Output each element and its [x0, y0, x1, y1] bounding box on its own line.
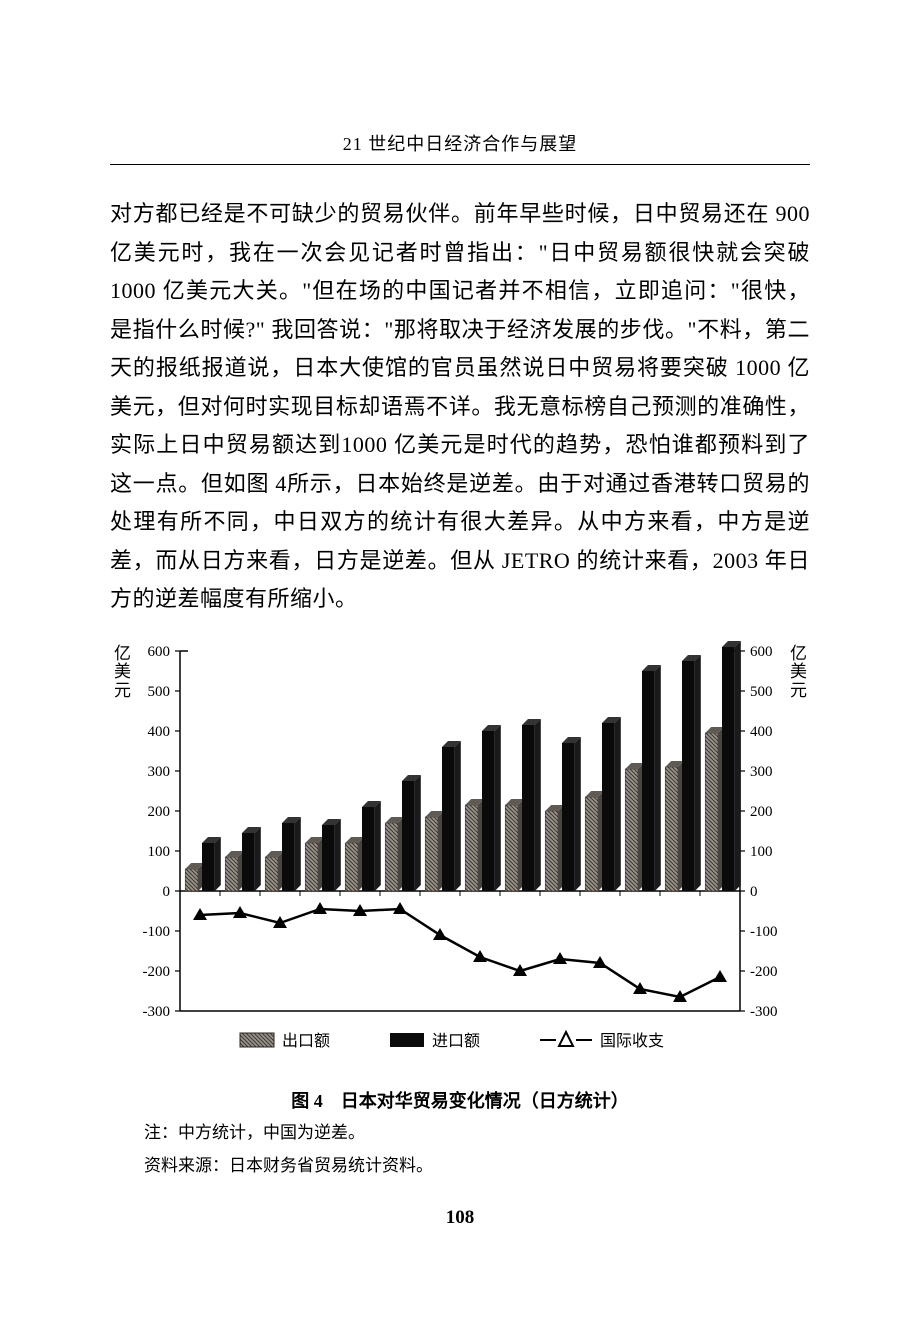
svg-text:500: 500 [750, 684, 773, 700]
svg-text:500: 500 [148, 684, 171, 700]
running-head: 21 世纪中日经济合作与展望 [110, 130, 810, 165]
y-axis-left-label: 亿美元 [114, 645, 132, 701]
svg-text:0: 0 [750, 884, 758, 900]
svg-text:400: 400 [750, 724, 773, 740]
svg-text:出口额: 出口额 [282, 1032, 330, 1050]
svg-text:-100: -100 [750, 924, 778, 940]
svg-text:-100: -100 [143, 924, 171, 940]
chart-svg: 600 600 500 500 400 400 300 300 200 200 100 100 0 0 -1… [110, 641, 810, 1071]
svg-text:国际收支: 国际收支 [600, 1032, 664, 1050]
svg-text:-300: -300 [750, 1004, 778, 1020]
svg-text:300: 300 [750, 764, 773, 780]
y-axis-right-label: 亿美元 [790, 645, 808, 701]
svg-text:-200: -200 [750, 964, 778, 980]
svg-text:600: 600 [148, 644, 171, 660]
figure-caption: 图 4 日本对华贸易变化情况（日方统计） [110, 1087, 810, 1113]
svg-text:300: 300 [148, 764, 171, 780]
body-paragraph: 对方都已经是不可缺少的贸易伙伴。前年早些时候，日中贸易还在 900 亿美元时，我… [110, 195, 810, 619]
page-number: 108 [110, 1207, 810, 1229]
svg-text:-300: -300 [143, 1004, 171, 1020]
figure-note: 注：中方统计，中国为逆差。 [110, 1119, 810, 1146]
svg-text:进口额: 进口额 [432, 1032, 480, 1050]
svg-text:600: 600 [750, 644, 773, 660]
figure-4: 亿美元 亿美元 600 600 500 500 400 400 300 300 200 200 10… [110, 641, 810, 1081]
svg-text:0: 0 [163, 884, 171, 900]
svg-text:200: 200 [148, 804, 171, 820]
svg-text:-200: -200 [143, 964, 171, 980]
svg-text:100: 100 [148, 844, 171, 860]
svg-text:200: 200 [750, 804, 773, 820]
svg-text:100: 100 [750, 844, 773, 860]
svg-text:400: 400 [148, 724, 171, 740]
figure-source: 资料来源：日本财务省贸易统计资料。 [110, 1152, 810, 1179]
